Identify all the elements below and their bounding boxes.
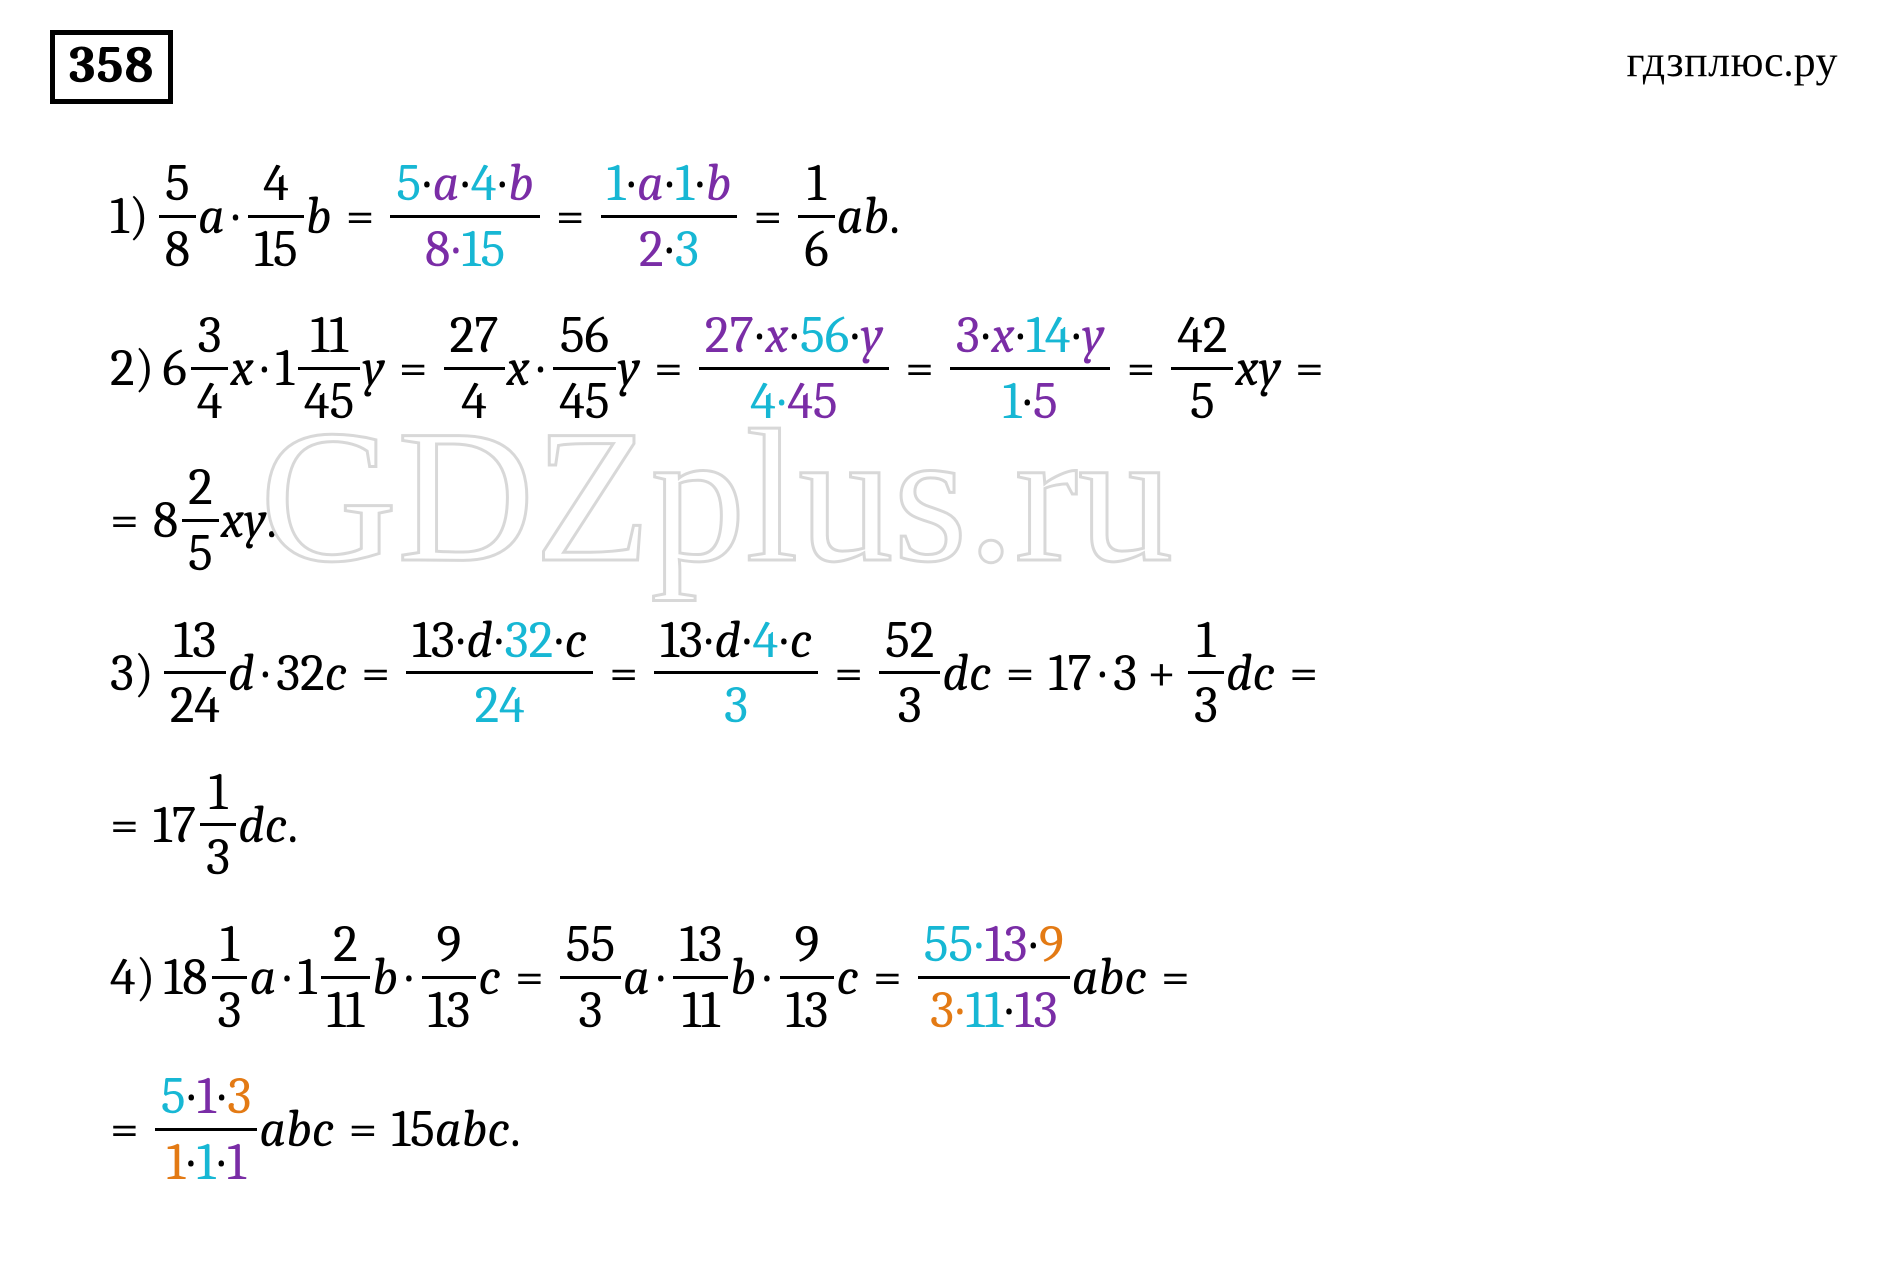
fraction: 211 (321, 915, 371, 1039)
site-label: гдзплюс.ру (1626, 36, 1838, 87)
equals: = (332, 190, 389, 242)
fraction: 34 (191, 306, 229, 430)
var: a (198, 190, 225, 242)
fraction: 5·a·4·b 8·15 (390, 154, 539, 278)
fraction: 523 (879, 611, 940, 735)
var: ab (837, 190, 890, 242)
fraction: 55·13·9 3·11·13 (918, 915, 1070, 1039)
item-number: 3) (110, 647, 154, 699)
fraction: 5645 (553, 306, 615, 430)
item-number: 1) (110, 190, 149, 242)
problem-3-line-2: = 17 13 dc. (110, 763, 1838, 887)
fraction: 3·x·14·y 1·5 (950, 306, 1111, 430)
fraction: 13 (212, 915, 248, 1039)
fraction: 58 (159, 154, 196, 278)
fraction: 553 (560, 915, 621, 1039)
var: b (306, 190, 332, 242)
fraction: 913 (422, 915, 477, 1039)
fraction: 913 (780, 915, 835, 1039)
fraction: 274 (444, 306, 505, 430)
problem-4-line-1: 4) 18 13 a · 1 211 b · 913 c = 553 a · 1… (110, 915, 1838, 1039)
fraction: 1145 (298, 306, 360, 430)
equals: = (542, 190, 599, 242)
equals: = (739, 190, 796, 242)
fraction: 25 (182, 458, 219, 582)
period: . (889, 190, 900, 242)
fraction: 13 (1188, 611, 1224, 735)
header: 358 гдзплюс.ру (50, 30, 1838, 104)
problem-2-line-1: 2) 6 34 x · 1 1145 y = 274 x · 5645 y = … (110, 306, 1838, 430)
problem-1: 1) 58 a · 415 b = 5·a·4·b 8·15 = (110, 154, 1838, 278)
problem-2-line-2: = 8 25 xy. (110, 458, 1838, 582)
fraction: 5·1·3 1·1·1 (155, 1067, 258, 1191)
item-number: 2) (110, 342, 154, 394)
problem-3-line-1: 3) 1324 d · 32c = 13·d·32·c 24 = 13·d·4·… (110, 611, 1838, 735)
fraction: 13·d·32·c 24 (406, 611, 593, 735)
fraction: 27·x·56·y 4·45 (699, 306, 889, 430)
exercise-number-box: 358 (50, 30, 173, 104)
problems: 1) 58 a · 415 b = 5·a·4·b 8·15 = (50, 154, 1838, 1191)
item-number: 4) (110, 951, 155, 1003)
mult: · (225, 190, 247, 242)
fraction: 1311 (673, 915, 728, 1039)
problem-4-line-2: = 5·1·3 1·1·1 abc = 15abc. (110, 1067, 1838, 1191)
fraction: 1324 (164, 611, 226, 735)
fraction: 16 (798, 154, 834, 278)
fraction: 1·a·1·b 2·3 (601, 154, 738, 278)
fraction: 425 (1171, 306, 1233, 430)
fraction: 13·d·4·c 3 (654, 611, 818, 735)
page: 358 гдзплюс.ру GDZplus.ru 1) 58 a · 415 … (0, 0, 1898, 1265)
fraction: 415 (248, 154, 304, 278)
fraction: 13 (200, 763, 236, 887)
